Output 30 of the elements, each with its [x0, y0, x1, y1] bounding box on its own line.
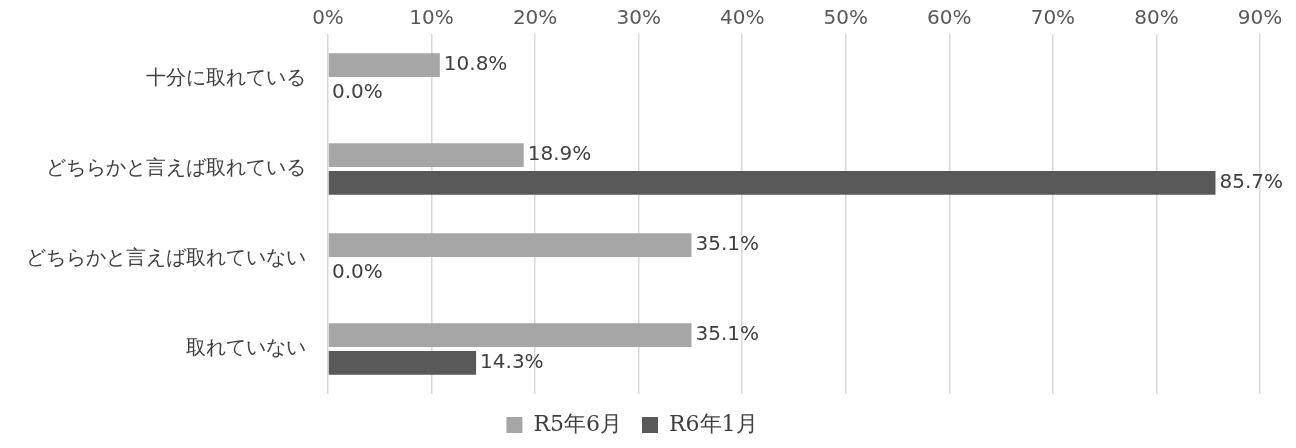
data-label: 0.0% — [332, 259, 383, 284]
y-tick-label: 十分に取れている — [146, 65, 306, 90]
legend-label: R6年1月 — [669, 410, 758, 436]
data-label: 35.1% — [695, 231, 760, 256]
data-label: 35.1% — [695, 321, 760, 346]
bar — [328, 143, 524, 167]
bar — [328, 171, 1216, 195]
data-label: 10.8% — [443, 51, 508, 76]
bar — [328, 233, 692, 257]
bar — [328, 323, 692, 347]
data-label: 85.7% — [1219, 169, 1284, 194]
x-tick-label: 40% — [720, 5, 765, 30]
x-tick-label: 30% — [616, 5, 661, 30]
x-tick-label: 50% — [823, 5, 868, 30]
x-tick-label: 80% — [1134, 5, 1179, 30]
legend-label: R5年6月 — [533, 410, 622, 436]
x-tick-label: 0% — [312, 5, 344, 30]
x-tick-label: 90% — [1237, 5, 1283, 30]
y-tick-label: 取れていない — [186, 335, 306, 360]
data-label: 18.9% — [527, 141, 592, 166]
x-tick-label: 70% — [1030, 5, 1076, 30]
y-tick-label: どちらかと言えば取れている — [46, 155, 306, 180]
bar — [328, 53, 440, 77]
data-label: 0.0% — [332, 79, 383, 104]
x-tick-label: 20% — [512, 5, 558, 30]
x-tick-label: 60% — [927, 5, 972, 30]
bar — [328, 351, 477, 375]
y-tick-label: どちらかと言えば取れていない — [26, 245, 306, 270]
data-label: 14.3% — [480, 349, 544, 374]
x-tick-label: 10% — [409, 5, 454, 30]
